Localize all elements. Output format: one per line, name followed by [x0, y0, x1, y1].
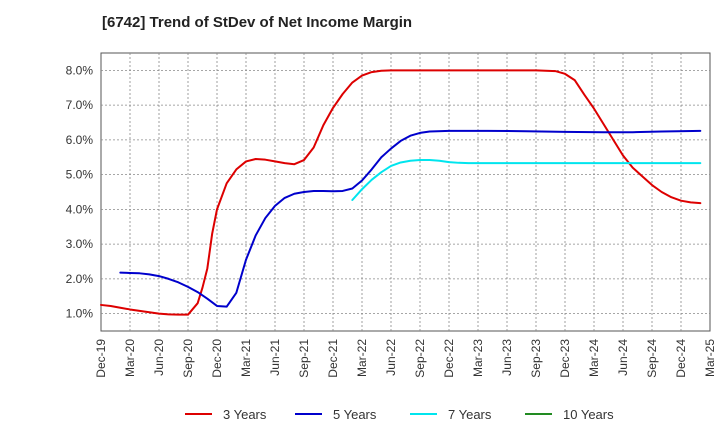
chart-title: [6742] Trend of StDev of Net Income Marg…	[102, 14, 413, 31]
x-tick-label: Mar-21	[239, 339, 253, 377]
x-tick-label: Mar-20	[123, 339, 137, 377]
legend-label: 7 Years	[448, 407, 492, 422]
x-tick-label: Dec-19	[94, 339, 108, 378]
series-line	[100, 69, 702, 316]
x-tick-label: Mar-24	[587, 339, 601, 377]
series-line	[351, 159, 702, 201]
x-tick-label: Mar-22	[355, 339, 369, 377]
x-tick-label: Dec-21	[326, 339, 340, 378]
series-line	[119, 129, 702, 308]
x-tick-label: Dec-20	[210, 339, 224, 378]
y-tick-label: 6.0%	[66, 133, 94, 147]
legend-label: 10 Years	[563, 407, 614, 422]
x-tick-label: Mar-25	[703, 339, 717, 377]
x-tick-label: Dec-24	[674, 339, 688, 378]
x-tick-label: Sep-22	[413, 339, 427, 378]
legend-label: 5 Years	[333, 407, 377, 422]
x-tick-label: Sep-24	[645, 339, 659, 378]
x-tick-label: Jun-22	[384, 339, 398, 376]
y-tick-label: 8.0%	[66, 63, 94, 77]
y-tick-label: 2.0%	[66, 272, 94, 286]
y-tick-label: 5.0%	[66, 168, 94, 182]
x-tick-label: Dec-23	[558, 339, 572, 378]
x-tick-label: Jun-20	[152, 339, 166, 376]
x-tick-label: Jun-23	[500, 339, 514, 376]
x-tick-label: Dec-22	[442, 339, 456, 378]
y-tick-label: 7.0%	[66, 98, 94, 112]
x-tick-label: Jun-24	[616, 339, 630, 376]
x-tick-label: Sep-21	[297, 339, 311, 378]
x-tick-label: Sep-23	[529, 339, 543, 378]
x-tick-label: Jun-21	[268, 339, 282, 376]
y-tick-label: 4.0%	[66, 202, 94, 216]
x-tick-label: Mar-23	[471, 339, 485, 377]
x-tick-label: Sep-20	[181, 339, 195, 378]
legend-label: 3 Years	[223, 407, 267, 422]
y-tick-label: 3.0%	[66, 237, 94, 251]
y-tick-label: 1.0%	[66, 307, 94, 321]
